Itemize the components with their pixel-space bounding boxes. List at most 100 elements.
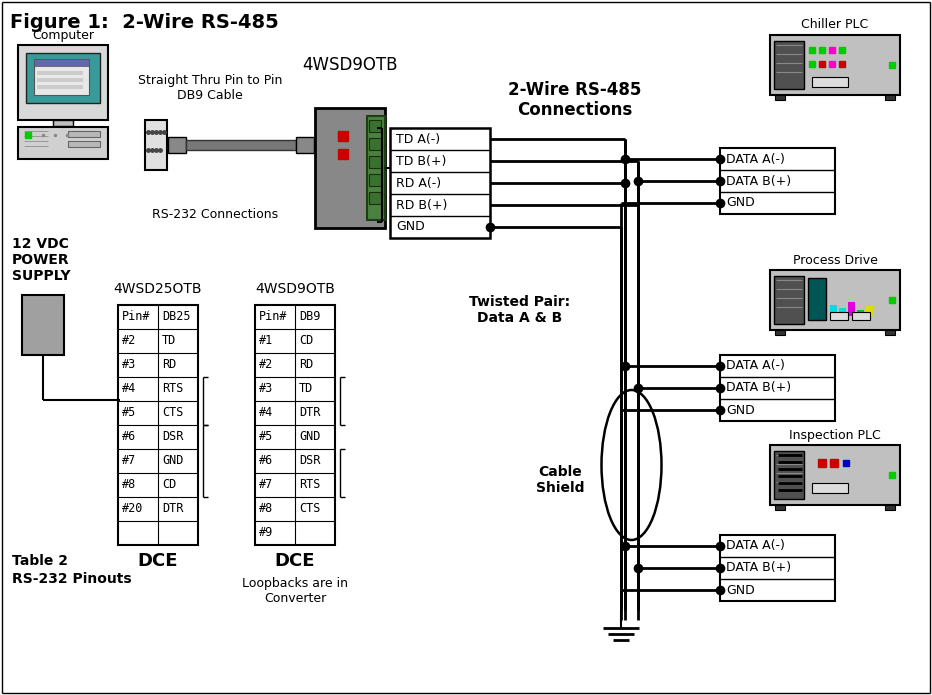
- Text: Pin#: Pin#: [122, 311, 150, 323]
- Text: #3: #3: [259, 382, 273, 395]
- Bar: [775, 330, 785, 335]
- Text: TD A(-): TD A(-): [396, 133, 440, 145]
- Text: DATA A(-): DATA A(-): [726, 152, 785, 165]
- Text: DTR: DTR: [162, 502, 184, 516]
- Bar: [367, 116, 385, 220]
- Text: #7: #7: [259, 478, 273, 491]
- Text: Table 2: Table 2: [12, 554, 68, 568]
- Text: GND: GND: [726, 404, 755, 416]
- Text: #9: #9: [259, 527, 273, 539]
- Text: TD: TD: [299, 382, 313, 395]
- Text: #2: #2: [122, 334, 136, 348]
- Bar: [775, 95, 785, 100]
- Bar: [770, 270, 900, 330]
- Text: DATA A(-): DATA A(-): [726, 359, 785, 373]
- Text: #8: #8: [122, 478, 136, 491]
- Text: DB25: DB25: [162, 311, 190, 323]
- Bar: [866, 306, 873, 316]
- Text: RTS: RTS: [162, 382, 184, 395]
- Bar: [720, 148, 835, 214]
- Bar: [830, 312, 848, 320]
- Text: TD B(+): TD B(+): [396, 154, 446, 167]
- Bar: [808, 278, 826, 320]
- Text: #4: #4: [259, 407, 273, 420]
- Text: #8: #8: [259, 502, 273, 516]
- Text: 2-Wire RS-485
Connections: 2-Wire RS-485 Connections: [508, 81, 642, 120]
- Text: RS-232 Connections: RS-232 Connections: [152, 208, 278, 222]
- Bar: [774, 276, 804, 324]
- Bar: [18, 45, 108, 120]
- Bar: [369, 138, 381, 150]
- Text: #6: #6: [259, 455, 273, 468]
- Text: GND: GND: [396, 220, 425, 234]
- Text: #5: #5: [259, 430, 273, 443]
- Text: DATA B(+): DATA B(+): [726, 382, 791, 395]
- Bar: [168, 137, 186, 153]
- Bar: [369, 192, 381, 204]
- Text: Inspection PLC: Inspection PLC: [789, 429, 881, 441]
- Bar: [26, 53, 100, 103]
- Bar: [369, 156, 381, 168]
- Bar: [315, 108, 385, 228]
- Text: Computer: Computer: [32, 28, 94, 42]
- Text: CTS: CTS: [162, 407, 184, 420]
- Text: GND: GND: [726, 197, 755, 209]
- Text: RD B(+): RD B(+): [396, 199, 447, 211]
- Bar: [720, 355, 835, 421]
- Text: Straight Thru Pin to Pin
DB9 Cable: Straight Thru Pin to Pin DB9 Cable: [138, 74, 282, 102]
- Text: DTR: DTR: [299, 407, 321, 420]
- Bar: [68, 131, 100, 137]
- Text: 12 VDC
POWER
SUPPLY: 12 VDC POWER SUPPLY: [12, 237, 71, 283]
- Text: #2: #2: [259, 359, 273, 372]
- Bar: [296, 137, 314, 153]
- Text: #20: #20: [122, 502, 144, 516]
- Text: RS-232 Pinouts: RS-232 Pinouts: [12, 572, 131, 586]
- Text: Loopbacks are in
Converter: Loopbacks are in Converter: [242, 577, 348, 605]
- Bar: [34, 59, 89, 66]
- Bar: [118, 305, 198, 545]
- Text: DCE: DCE: [138, 552, 178, 570]
- Bar: [774, 451, 804, 499]
- Bar: [770, 35, 900, 95]
- Text: DCE: DCE: [275, 552, 315, 570]
- Bar: [839, 308, 846, 316]
- Bar: [775, 505, 785, 510]
- Text: 4WSD25OTB: 4WSD25OTB: [114, 282, 202, 296]
- Bar: [186, 140, 296, 150]
- Bar: [720, 535, 835, 601]
- Bar: [812, 77, 848, 87]
- Text: DSR: DSR: [162, 430, 184, 443]
- Text: RD A(-): RD A(-): [396, 177, 441, 190]
- Bar: [812, 483, 848, 493]
- Text: CD: CD: [299, 334, 313, 348]
- Bar: [22, 295, 64, 355]
- Text: #3: #3: [122, 359, 136, 372]
- Bar: [34, 59, 89, 95]
- Bar: [885, 95, 895, 100]
- Text: GND: GND: [299, 430, 321, 443]
- Text: 4WSD9OTB: 4WSD9OTB: [302, 56, 398, 74]
- Text: DATA A(-): DATA A(-): [726, 539, 785, 553]
- Text: #1: #1: [259, 334, 273, 348]
- Bar: [18, 127, 108, 159]
- Bar: [255, 305, 335, 545]
- Text: #7: #7: [122, 455, 136, 468]
- Text: Pin#: Pin#: [259, 311, 287, 323]
- Text: RD: RD: [299, 359, 313, 372]
- Bar: [857, 310, 864, 316]
- Text: DATA B(+): DATA B(+): [726, 562, 791, 575]
- Bar: [37, 85, 83, 89]
- Bar: [37, 78, 83, 82]
- Text: TD: TD: [162, 334, 176, 348]
- Bar: [390, 128, 490, 238]
- Text: #5: #5: [122, 407, 136, 420]
- Text: RTS: RTS: [299, 478, 321, 491]
- Bar: [770, 445, 900, 505]
- Bar: [369, 120, 381, 132]
- Text: Cable
Shield: Cable Shield: [536, 465, 584, 495]
- Text: #4: #4: [122, 382, 136, 395]
- Text: DATA B(+): DATA B(+): [726, 174, 791, 188]
- Bar: [53, 120, 73, 126]
- Text: #6: #6: [122, 430, 136, 443]
- Bar: [830, 305, 837, 316]
